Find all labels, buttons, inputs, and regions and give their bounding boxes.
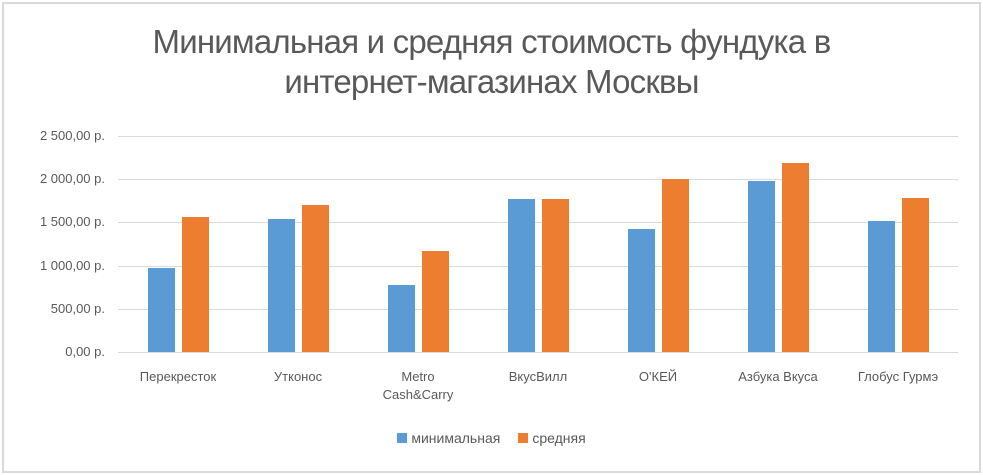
legend-swatch-min-icon [397,433,408,443]
bar-avg[interactable] [781,162,809,352]
gridline [118,308,958,310]
x-tick-label: Перекресток [139,369,217,384]
bar-min[interactable] [387,285,415,352]
gridline [118,265,958,267]
x-tick-label: Metro Cash&Carry [382,369,454,402]
legend-label-avg: средняя [532,430,586,446]
bar-avg[interactable] [181,216,209,352]
gridline [118,179,958,181]
y-tick-label: 1 500,00 р. [39,214,105,230]
bar-min[interactable] [747,180,775,352]
x-tick-label: Азбука Вкуса [738,369,818,384]
x-tick-label: ВкусВилл [508,369,568,384]
y-tick-label: 0,00 р. [65,344,105,359]
gridline [118,352,958,353]
legend-item-avg[interactable]: средняя [518,430,586,446]
bar-avg[interactable] [661,179,689,352]
bar-min[interactable] [627,228,655,352]
bar-min[interactable] [267,218,295,352]
y-tick-label: 1 000,00 р. [39,257,105,273]
legend-label-min: минимальная [411,430,501,446]
bar-avg[interactable] [901,198,929,352]
x-tick-label: О'КЕЙ [638,369,678,384]
chart-title-line-2: интернет-магазинах Москвы [284,63,699,100]
legend-swatch-avg-icon [518,433,529,443]
x-tick-label: Утконос [273,369,323,384]
bar-avg[interactable] [541,199,569,352]
chart-title: Минимальная и средняя стоимость фундука … [0,22,983,102]
bar-avg[interactable] [421,250,449,352]
y-tick-label: 2 000,00 р. [39,171,105,187]
y-tick-label: 500,00 р. [50,300,105,316]
chart-title-line-1: Минимальная и средняя стоимость фундука … [152,23,832,60]
bar-min[interactable] [147,267,175,352]
bar-avg[interactable] [301,205,329,352]
bar-min[interactable] [867,221,895,352]
y-tick-label: 2 500,00 р. [39,128,105,143]
bar-min[interactable] [507,199,535,352]
legend: минимальная средняя [0,430,983,446]
gridline [118,222,958,224]
x-tick-label: Глобус Гурмэ [857,369,939,384]
legend-item-min[interactable]: минимальная [397,430,500,446]
gridline [118,136,958,137]
